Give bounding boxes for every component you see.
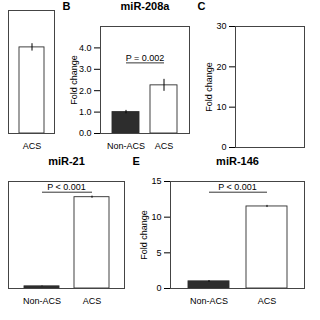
- svg-text:10: 10: [151, 212, 161, 222]
- svg-text:ACS: ACS: [258, 296, 277, 306]
- svg-text:miR-208a: miR-208a: [121, 0, 171, 12]
- svg-text:5: 5: [156, 248, 161, 258]
- svg-text:P < 0.001: P < 0.001: [47, 182, 86, 192]
- svg-text:Fold change: Fold change: [204, 62, 214, 112]
- svg-text:10: 10: [216, 102, 226, 112]
- svg-text:2.0: 2.0: [79, 86, 92, 96]
- svg-text:ACS: ACS: [83, 296, 102, 306]
- svg-text:0: 0: [156, 283, 161, 293]
- svg-text:B: B: [63, 0, 71, 12]
- svg-text:4.0: 4.0: [79, 43, 92, 53]
- svg-text:ACS: ACS: [23, 141, 42, 151]
- svg-text:P < 0.001: P < 0.001: [218, 182, 257, 192]
- svg-text:miR-21: miR-21: [48, 155, 85, 167]
- svg-text:E: E: [133, 155, 140, 167]
- svg-text:20: 20: [216, 62, 226, 72]
- svg-text:ACS: ACS: [155, 141, 174, 151]
- svg-text:Fold change: Fold change: [69, 55, 79, 105]
- svg-text:0.0: 0.0: [79, 128, 92, 138]
- svg-text:P = 0.002: P = 0.002: [126, 53, 165, 63]
- svg-text:C: C: [198, 0, 206, 12]
- svg-text:0: 0: [221, 142, 226, 152]
- svg-text:Non-ACS: Non-ACS: [190, 296, 228, 306]
- svg-text:Non-ACS: Non-ACS: [107, 141, 145, 151]
- svg-text:miR-146: miR-146: [216, 155, 259, 167]
- svg-text:3.0: 3.0: [79, 64, 92, 74]
- svg-text:30: 30: [216, 21, 226, 31]
- svg-text:Fold change: Fold change: [139, 210, 149, 260]
- svg-text:Non-ACS: Non-ACS: [23, 296, 61, 306]
- svg-text:1.0: 1.0: [79, 107, 92, 117]
- svg-text:15: 15: [151, 176, 161, 186]
